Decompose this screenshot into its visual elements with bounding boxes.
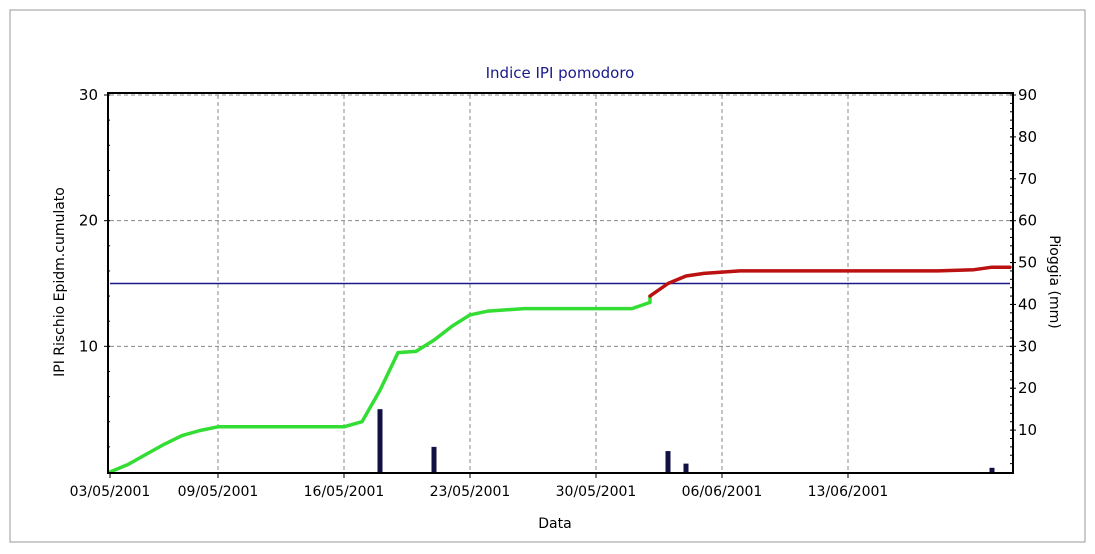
y-left-tick-label: 20 [79, 212, 98, 230]
x-axis-label: Data [538, 516, 571, 532]
y-axis-right-label: Pioggia (mm) [1046, 235, 1062, 328]
x-tick-label: 30/05/2001 [556, 484, 637, 500]
x-tick-label: 09/05/2001 [178, 484, 259, 500]
series-layer [108, 265, 1012, 474]
rain-bar [665, 451, 671, 472]
rain-bar [683, 463, 689, 472]
x-tick-label: 03/05/2001 [70, 484, 151, 500]
x-tick-label: 06/06/2001 [682, 484, 763, 500]
axes-layer: 03/05/2001 09/05/2001 16/05/2001 23/05/2001… [70, 86, 1037, 500]
y-right-tick-label: 50 [1018, 254, 1037, 272]
y-right-tick-label: 20 [1018, 379, 1037, 397]
rain-bar [989, 467, 995, 472]
y-right-tick-label: 60 [1018, 212, 1037, 230]
grid-layer [110, 94, 1010, 472]
y-left-tick-label: 30 [79, 86, 98, 104]
rain-bar [431, 446, 437, 472]
ipi-series-line-1 [108, 294, 652, 474]
rain-bars-layer [377, 409, 995, 472]
rain-bar [377, 409, 383, 472]
y-left-tick-label: 10 [79, 337, 98, 355]
chart-frame [9, 9, 1086, 543]
y-right-tick-label: 90 [1018, 86, 1037, 104]
y-right-tick-label: 10 [1018, 421, 1037, 439]
x-tick-label: 13/06/2001 [808, 484, 889, 500]
chart-title: Indice IPI pomodoro [486, 64, 635, 82]
x-tick-label: 16/05/2001 [304, 484, 385, 500]
y-right-tick-label: 70 [1018, 170, 1037, 188]
plot-area [107, 92, 1014, 474]
y-right-tick-label: 40 [1018, 295, 1037, 313]
y-right-tick-label: 80 [1018, 128, 1037, 146]
y-axis-left-label: IPI Rischio Epidm.cumulato [52, 187, 68, 377]
x-tick-label: 23/05/2001 [430, 484, 511, 500]
ipi-series-line-2 [648, 265, 1012, 298]
y-right-tick-label: 30 [1018, 337, 1037, 355]
